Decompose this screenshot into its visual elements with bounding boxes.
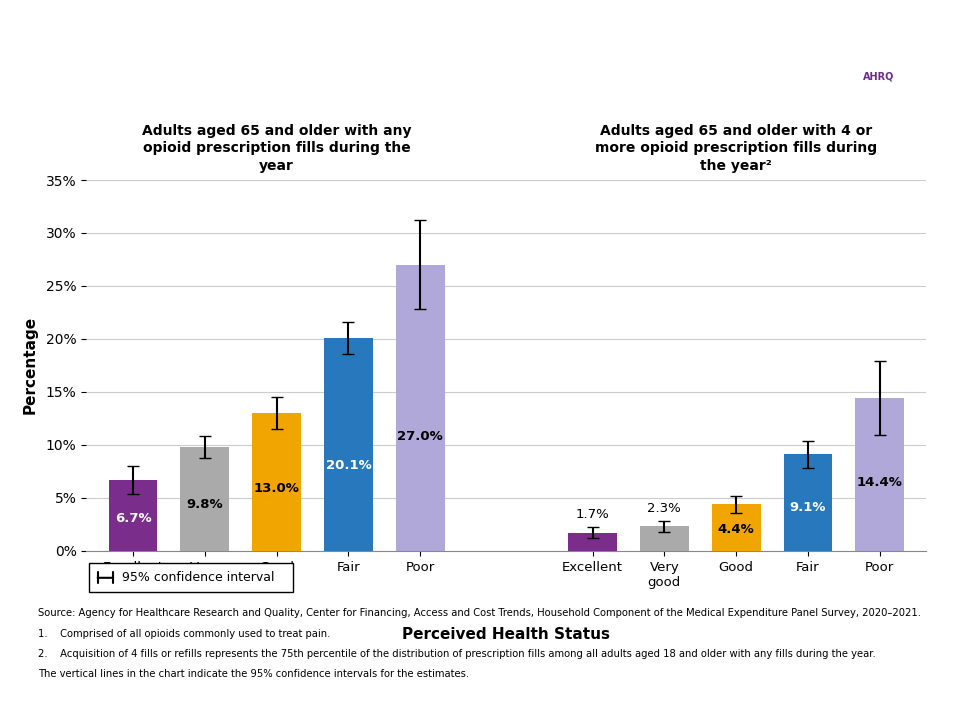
Bar — [180, 447, 229, 551]
Bar — [711, 504, 760, 551]
Bar — [396, 265, 444, 551]
Text: 14.4%: 14.4% — [856, 476, 902, 489]
Text: 2.    Acquisition of 4 fills or refills represents the 75th percentile of the di: 2. Acquisition of 4 fills or refills rep… — [38, 649, 876, 659]
Text: 13.0%: 13.0% — [253, 482, 300, 495]
Bar — [783, 454, 832, 551]
Text: 1.    Comprised of all opioids commonly used to treat pain.: 1. Comprised of all opioids commonly use… — [38, 629, 331, 639]
Ellipse shape — [811, 21, 946, 150]
Text: Adults aged 65 and older with any
opioid prescription fills during the
year: Adults aged 65 and older with any opioid… — [142, 124, 412, 173]
Text: 2.3%: 2.3% — [647, 502, 682, 515]
X-axis label: Perceived Health Status: Perceived Health Status — [402, 627, 611, 642]
Text: 95% confidence interval: 95% confidence interval — [122, 571, 275, 585]
Text: 4.4%: 4.4% — [718, 523, 755, 536]
Bar — [568, 533, 617, 551]
Text: 9.1%: 9.1% — [790, 501, 827, 514]
Y-axis label: Percentage: Percentage — [23, 316, 37, 415]
Bar — [855, 398, 904, 551]
Text: 27.0%: 27.0% — [397, 430, 444, 443]
Text: AHRQ: AHRQ — [863, 71, 894, 81]
Bar — [324, 338, 372, 551]
Text: 9.8%: 9.8% — [186, 498, 223, 510]
Bar — [640, 526, 688, 551]
Text: The vertical lines in the chart indicate the 95% confidence intervals for the es: The vertical lines in the chart indicate… — [38, 669, 469, 679]
Text: Source: Agency for Healthcare Research and Quality, Center for Financing, Access: Source: Agency for Healthcare Research a… — [38, 608, 922, 618]
Text: 6.7%: 6.7% — [115, 513, 152, 526]
Bar — [252, 413, 301, 551]
Text: Adults aged 65 and older with 4 or
more opioid prescription fills during
the yea: Adults aged 65 and older with 4 or more … — [595, 124, 877, 173]
Text: 1.7%: 1.7% — [576, 508, 610, 521]
FancyBboxPatch shape — [88, 563, 294, 593]
Text: 20.1%: 20.1% — [325, 459, 372, 472]
Bar — [108, 480, 157, 551]
Text: Figure 5. Average annual percentage of adults aged 65
and older who filled outpa: Figure 5. Average annual percentage of a… — [147, 42, 756, 111]
